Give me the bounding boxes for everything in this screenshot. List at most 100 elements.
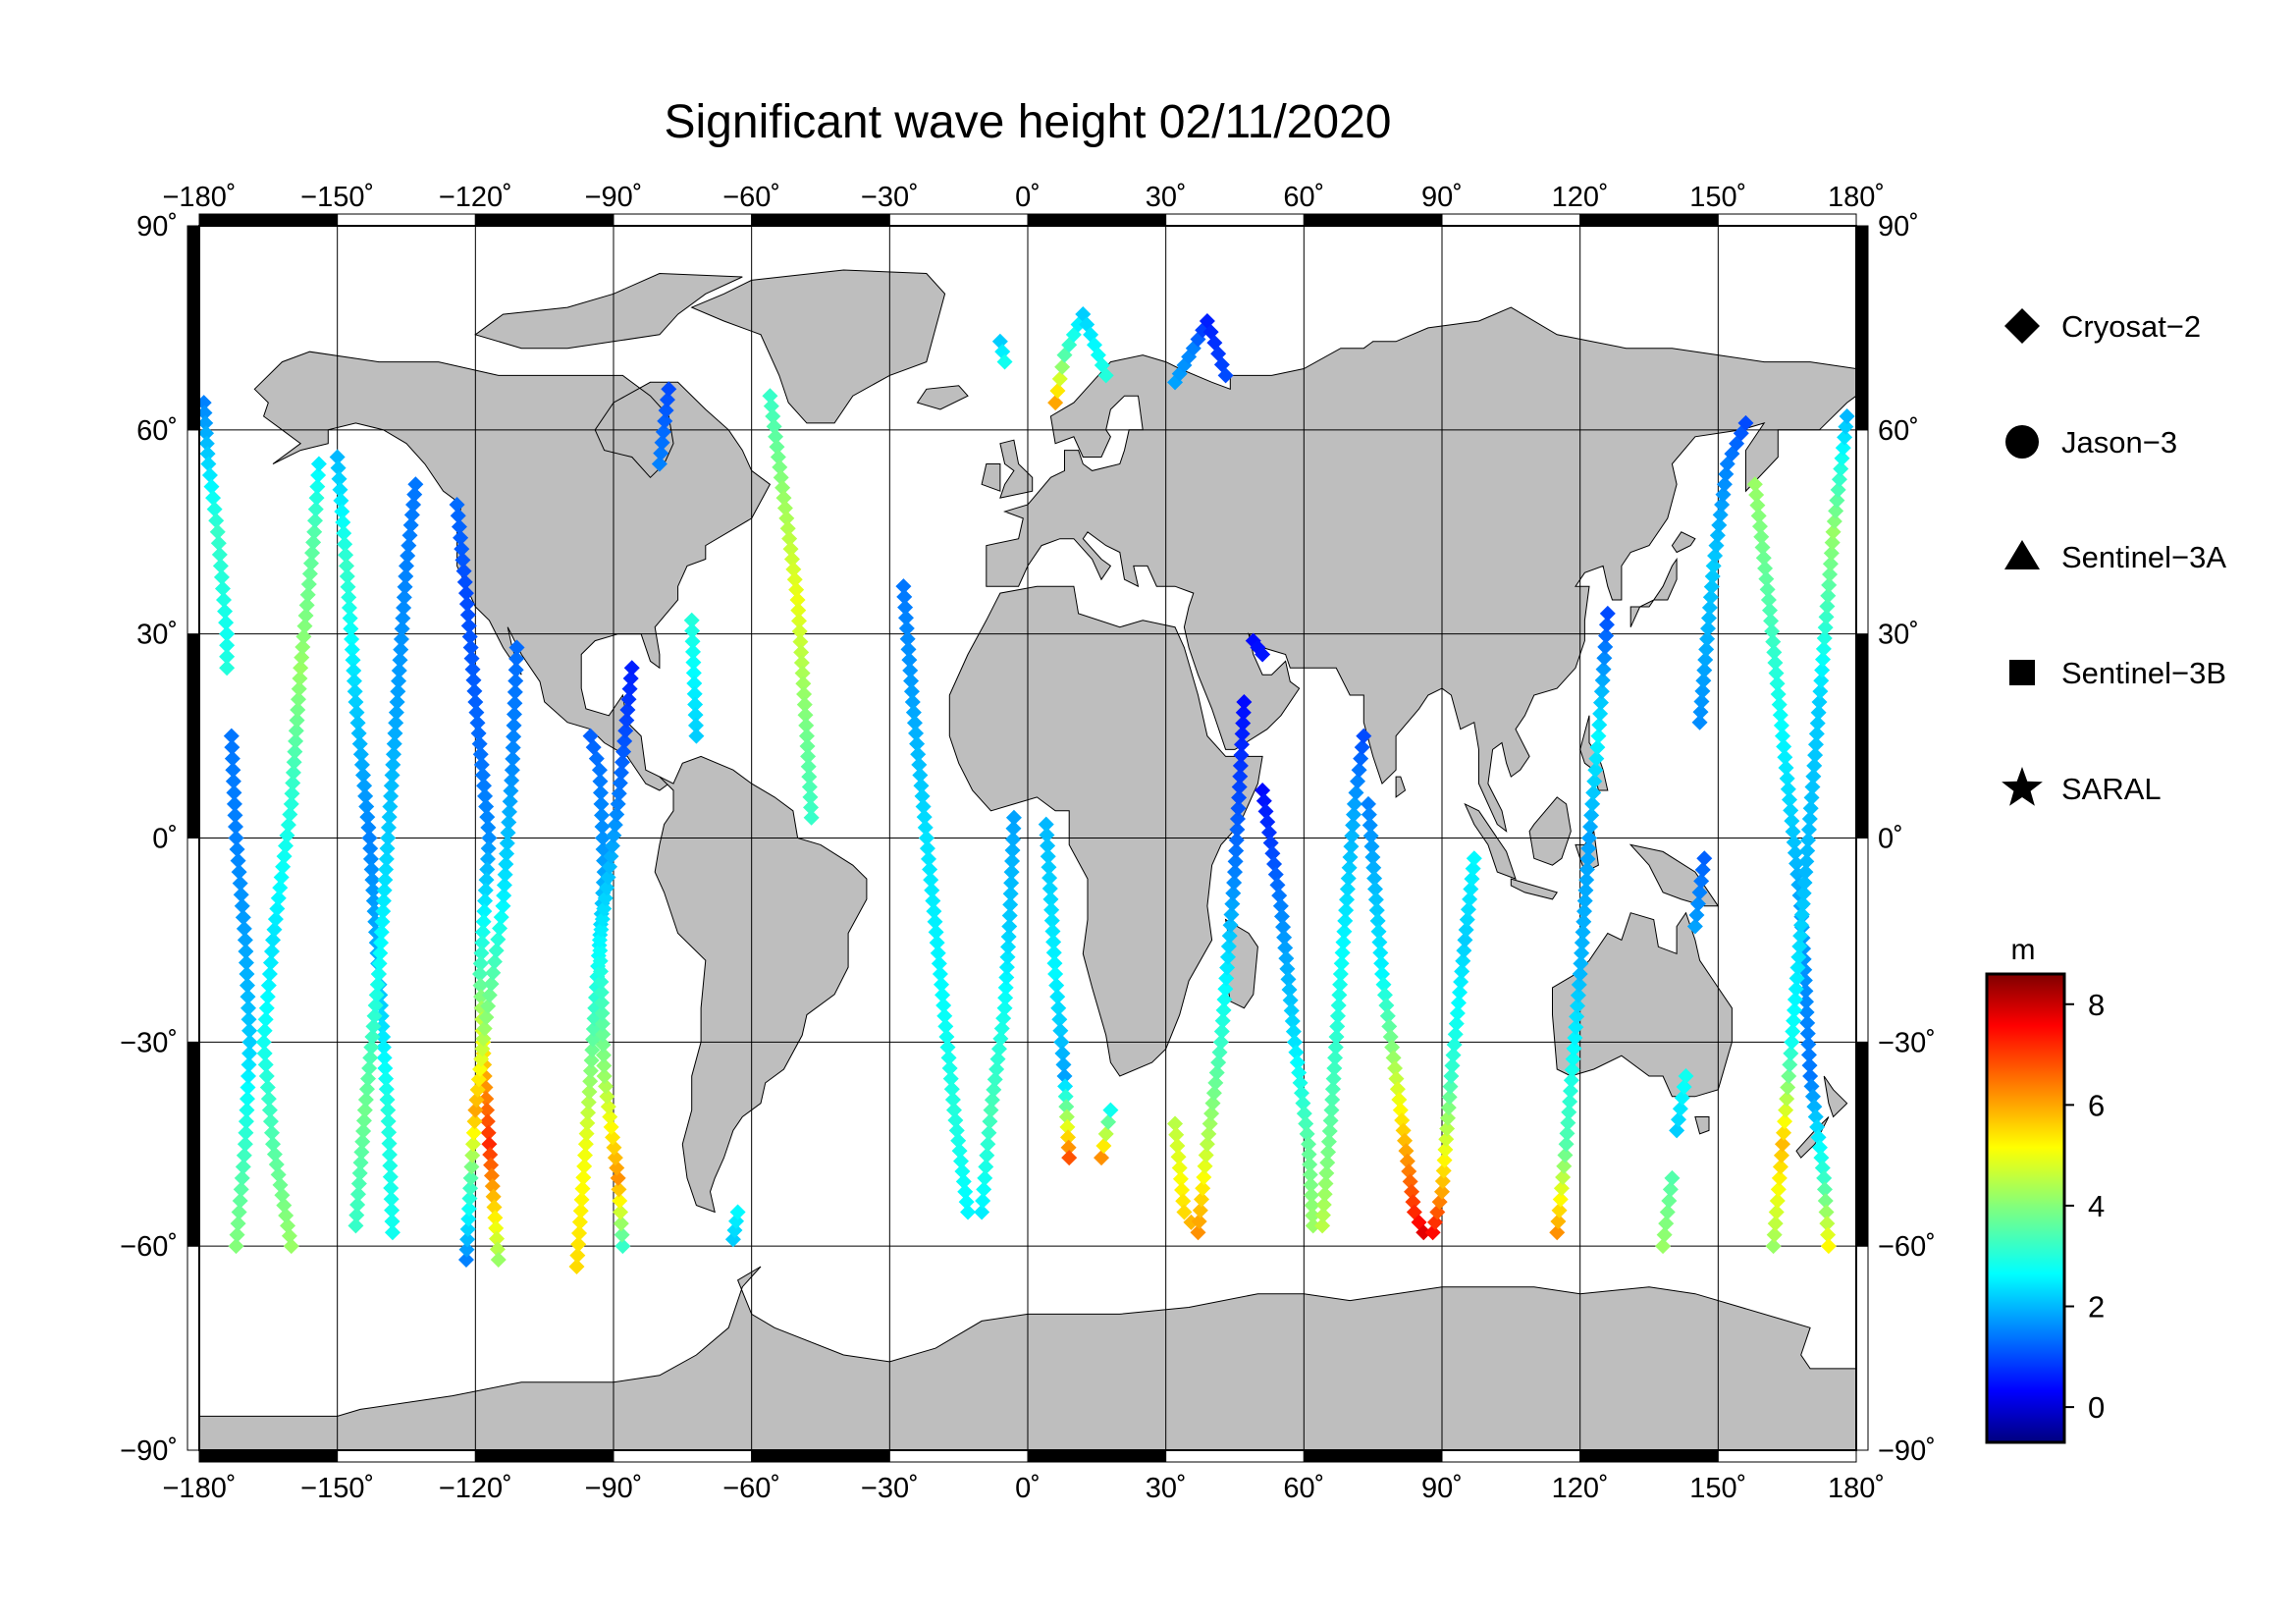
wave-height-point <box>765 407 781 424</box>
wave-height-point <box>1354 739 1370 756</box>
wave-height-point <box>474 1041 491 1057</box>
wave-height-point <box>1059 1118 1076 1135</box>
wave-height-point <box>199 435 215 452</box>
wave-height-point <box>609 1160 625 1176</box>
wave-height-point <box>1303 1176 1319 1193</box>
lat-tick-label-left: 60˚ <box>136 415 178 447</box>
wave-height-point <box>980 1136 996 1153</box>
wave-height-point <box>796 696 813 713</box>
wave-height-point <box>1169 1137 1186 1154</box>
wave-height-point <box>942 1070 959 1087</box>
wave-height-point <box>1204 1095 1221 1111</box>
track-18 <box>1094 1102 1119 1166</box>
wave-height-point <box>661 381 677 398</box>
wave-height-point <box>1424 1224 1441 1241</box>
wave-height-point <box>294 649 310 666</box>
wave-height-point <box>975 1192 991 1209</box>
wave-height-point <box>1230 800 1247 817</box>
track-29 <box>1686 850 1713 935</box>
wave-height-point <box>986 1081 1002 1098</box>
wave-height-point <box>463 650 480 667</box>
wave-height-point <box>1394 1112 1411 1129</box>
wave-height-point <box>571 1224 588 1241</box>
wave-height-point <box>349 1196 366 1213</box>
wave-height-point <box>788 581 805 598</box>
wave-height-point <box>1271 888 1288 904</box>
wave-height-point <box>594 995 611 1011</box>
wave-height-point <box>352 1155 369 1171</box>
wave-height-point <box>600 869 616 886</box>
wave-height-point <box>1800 1047 1817 1063</box>
wave-height-point <box>1829 492 1845 509</box>
wave-height-point <box>1694 682 1711 699</box>
wave-height-point <box>947 1112 964 1129</box>
wave-height-point <box>378 1070 395 1087</box>
wave-height-point <box>1716 476 1733 493</box>
wave-height-point <box>1715 486 1732 503</box>
legend-label: Sentinel−3B <box>2061 656 2226 690</box>
wave-height-point <box>1703 578 1720 595</box>
wave-height-point <box>295 628 312 645</box>
wave-height-point <box>611 1181 627 1198</box>
legend-item-diamond: Cryosat−2 <box>2004 308 2201 344</box>
wave-height-point <box>996 1000 1013 1016</box>
wave-height-point <box>1302 1157 1318 1173</box>
wave-height-point <box>470 725 487 741</box>
lon-tick-label-bottom: −90˚ <box>585 1473 643 1504</box>
wave-height-point <box>282 806 298 823</box>
wave-height-point <box>592 773 609 789</box>
wave-height-point <box>258 1000 275 1016</box>
wave-height-point <box>1811 1139 1828 1156</box>
wave-height-point <box>1583 807 1600 824</box>
wave-height-point <box>792 633 809 650</box>
wave-height-point <box>927 913 943 930</box>
wave-height-point <box>1047 395 1064 411</box>
wave-height-point <box>392 652 408 669</box>
landmass-6 <box>981 463 1001 492</box>
wave-height-point <box>1834 450 1850 466</box>
wave-height-point <box>1329 1007 1346 1024</box>
wave-height-point <box>478 1009 495 1026</box>
wave-height-point <box>957 1183 974 1200</box>
wave-height-point <box>1794 895 1811 912</box>
wave-height-point <box>495 897 511 914</box>
wave-height-point <box>351 1164 368 1181</box>
wave-height-point <box>1264 845 1281 862</box>
wave-height-point <box>955 1173 972 1190</box>
wave-height-point <box>1566 1040 1582 1056</box>
wave-height-point <box>1773 1147 1789 1163</box>
wave-height-point <box>1060 1129 1077 1146</box>
wave-height-point <box>1463 881 1479 897</box>
wave-height-point <box>462 1180 479 1197</box>
wave-height-point <box>378 850 395 867</box>
wave-height-point <box>1338 892 1355 908</box>
wave-height-point <box>1784 813 1800 830</box>
wave-height-point <box>1702 589 1719 606</box>
wave-height-point <box>300 576 317 593</box>
wave-height-point <box>472 955 489 972</box>
wave-height-point <box>1040 838 1056 854</box>
wave-height-point <box>487 1210 504 1226</box>
wave-height-point <box>1217 367 1234 384</box>
wave-height-point <box>1750 508 1767 524</box>
wave-height-point <box>1818 1204 1835 1220</box>
wave-height-point <box>1574 935 1590 951</box>
wave-height-point <box>393 641 409 658</box>
wave-height-point <box>453 529 469 546</box>
wave-height-point <box>450 508 466 524</box>
wave-height-point <box>596 1057 613 1074</box>
axis-tick-labels: −180˚ −180˚ −150˚ −150˚ −120˚ −120˚ −90˚ −90˚ −6… <box>120 182 1936 1504</box>
wave-height-point <box>1669 1122 1685 1139</box>
frame-segment-right <box>1855 429 1869 635</box>
wave-height-point <box>1003 875 1020 892</box>
wave-height-point <box>374 1018 391 1035</box>
wave-height-point <box>407 476 424 493</box>
wave-height-point <box>1039 827 1055 843</box>
wave-height-point <box>1822 567 1839 583</box>
wave-height-point <box>1257 803 1274 820</box>
wave-height-point <box>1448 1015 1465 1032</box>
wave-height-point <box>1426 1214 1443 1230</box>
landmass-12 <box>1464 802 1517 880</box>
wave-height-point <box>481 987 498 1003</box>
wave-height-point <box>255 1034 272 1051</box>
